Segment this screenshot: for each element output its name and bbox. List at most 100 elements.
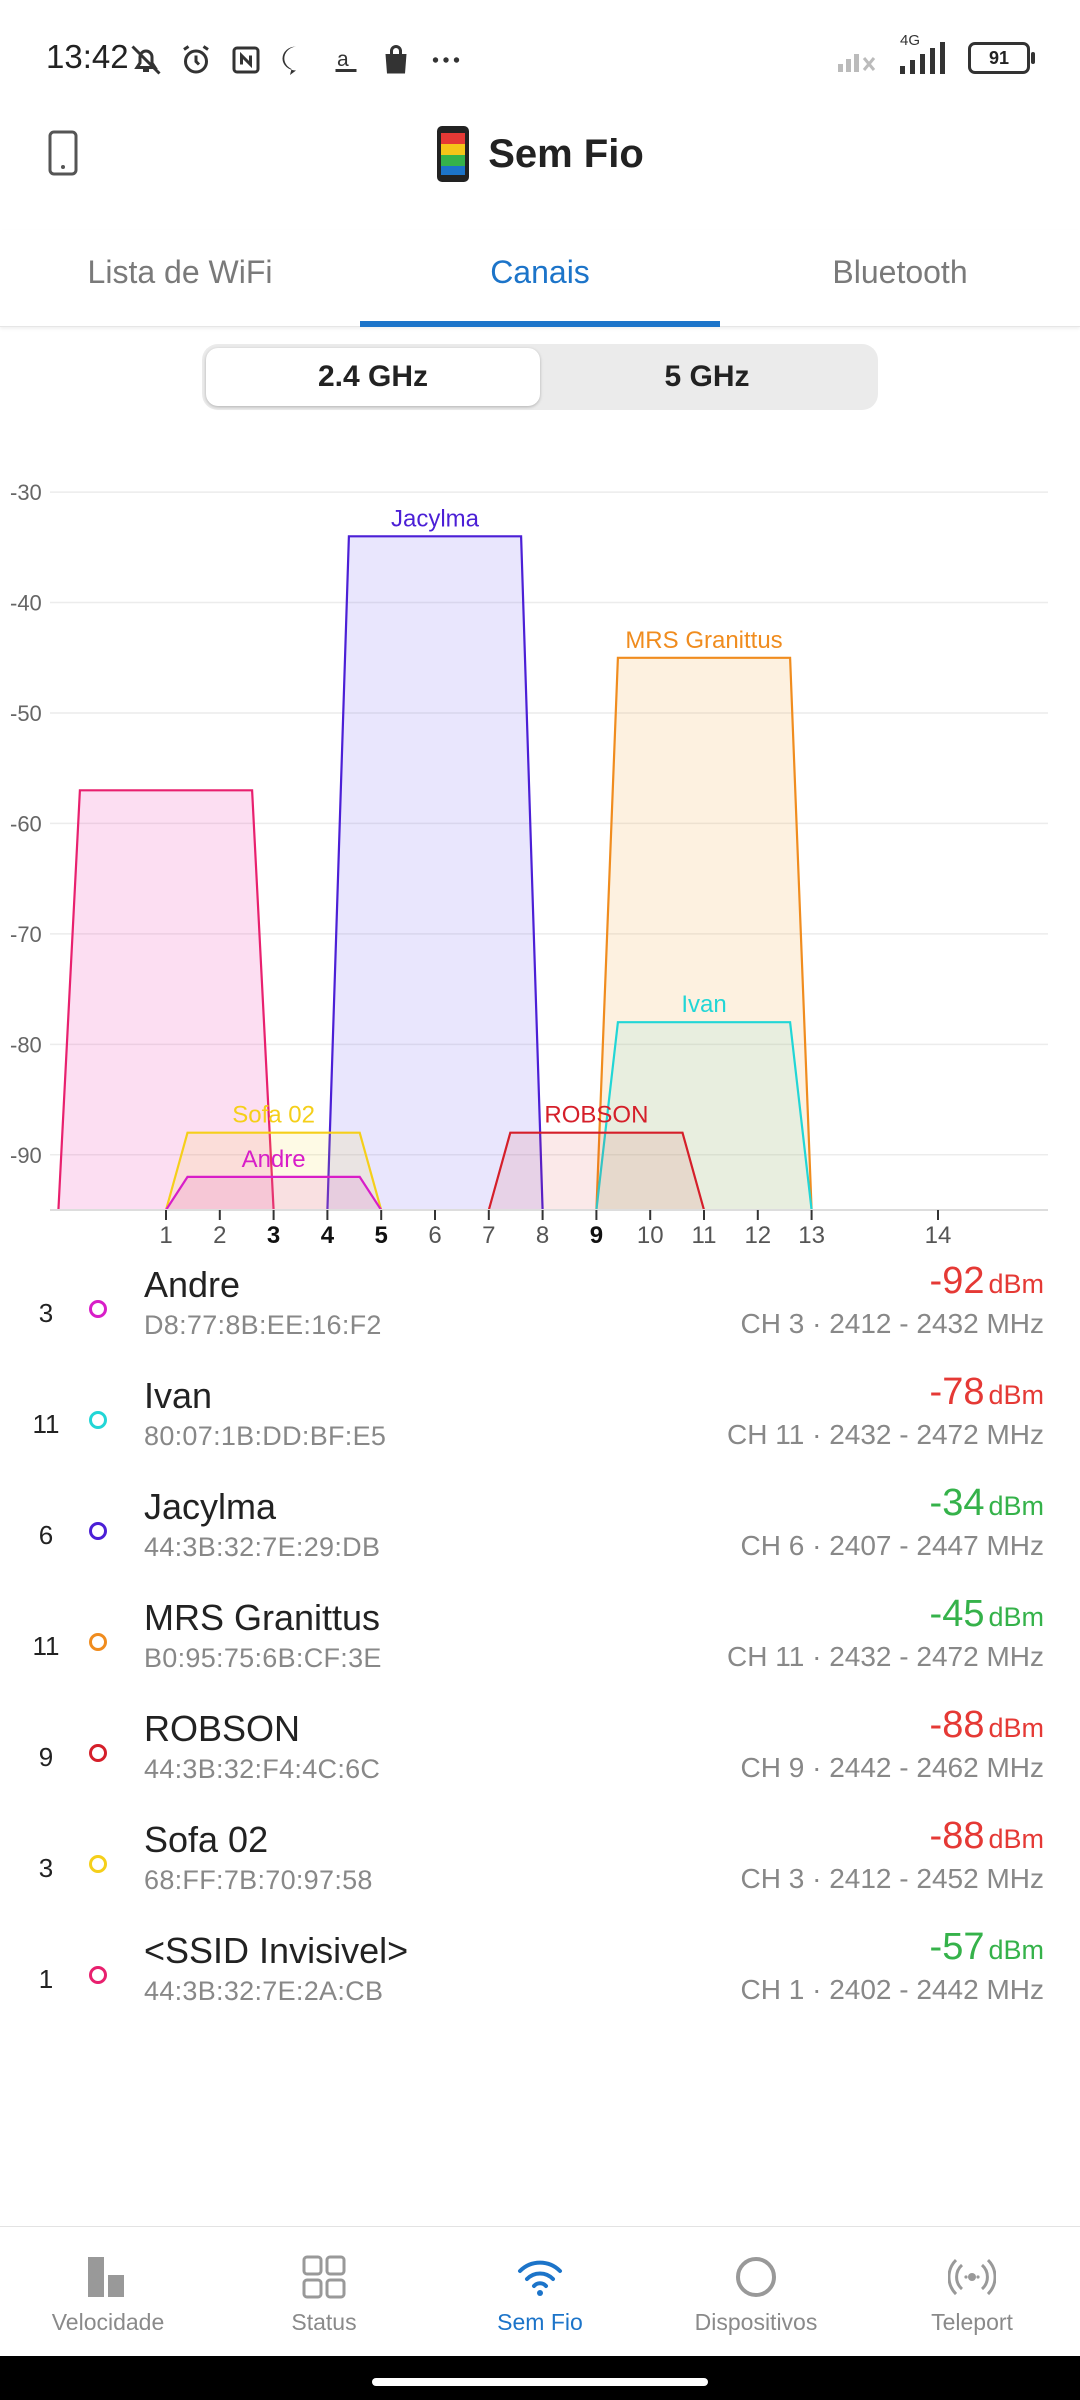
- channel-number: 9: [38, 1742, 54, 1772]
- battery-level: 91: [988, 48, 1010, 68]
- tab-wifi-list[interactable]: Lista de WiFi: [87, 254, 273, 290]
- signal-strength: -78 dBm: [930, 1371, 1044, 1414]
- network-mac: 44:3B:32:7E:2A:CB: [144, 1976, 384, 2006]
- nav-devices[interactable]: Dispositivos: [648, 2227, 864, 2357]
- nav-status[interactable]: Status: [216, 2227, 432, 2357]
- band-toggle: 2.4 GHz 5 GHz: [202, 344, 878, 410]
- band-2-4ghz-button[interactable]: 2.4 GHz: [206, 348, 540, 406]
- signal-value: -88: [929, 1704, 985, 1746]
- x-tick-label: 10: [637, 1222, 664, 1249]
- grid-icon: [302, 2255, 346, 2299]
- y-tick-label: -30: [10, 480, 42, 505]
- nav-wireless[interactable]: Sem Fio: [432, 2227, 648, 2357]
- network-ssid: Jacylma: [144, 1486, 277, 1527]
- signal-unit: dBm: [988, 1269, 1044, 1299]
- system-icons: 4G 91: [836, 32, 1035, 76]
- list-item[interactable]: 6 Jacylma 44:3B:32:7E:29:DB -34 dBm CH 6 · 24…: [0, 1482, 1080, 1593]
- list-item[interactable]: 11 Ivan 80:07:1B:DD:BF:E5 -78 dBm CH 11 · 243…: [0, 1371, 1080, 1482]
- network-area-mrs-granittus: [595, 656, 813, 1211]
- network-mac: 68:FF:7B:70:97:58: [144, 1865, 373, 1895]
- alarm-icon: [183, 45, 209, 74]
- network-area-ivan: [595, 1021, 813, 1211]
- x-tick-label: 8: [536, 1222, 549, 1249]
- device-icon[interactable]: [48, 130, 78, 176]
- x-tick-label: 2: [213, 1222, 226, 1249]
- mobile-signal-icon: 4G: [896, 32, 952, 76]
- signal-unit: dBm: [988, 1713, 1044, 1743]
- teleport-icon: [948, 2258, 996, 2296]
- network-color-dot: [89, 1522, 107, 1540]
- list-item[interactable]: 11 MRS Granittus B0:95:75:6B:CF:3E -45 dBm CH…: [0, 1593, 1080, 1704]
- list-item[interactable]: 1 <SSID Invisivel> 44:3B:32:7E:2A:CB -57 dBm…: [0, 1926, 1080, 2037]
- signal-unit: dBm: [988, 1824, 1044, 1854]
- network-area-sofa-02: [164, 1131, 383, 1211]
- tab-channels[interactable]: Canais: [360, 230, 720, 327]
- wifi-icon: [518, 2260, 562, 2296]
- signal-value: -88: [929, 1815, 985, 1857]
- nav-teleport[interactable]: Teleport: [864, 2227, 1080, 2357]
- tab-bar: Lista de WiFi Canais Bluetooth: [0, 230, 1080, 327]
- status-time: 13:42: [46, 38, 129, 75]
- signal-unit: dBm: [988, 1380, 1044, 1410]
- svg-text:a: a: [337, 48, 349, 71]
- series-label: MRS Granittus: [625, 627, 782, 654]
- nav-label: Teleport: [931, 2309, 1013, 2335]
- channel-info: CH 9 · 2442 - 2462 MHz: [740, 1752, 1044, 1783]
- channel-info: CH 6 · 2407 - 2447 MHz: [740, 1530, 1044, 1561]
- network-ssid: ROBSON: [144, 1708, 301, 1749]
- list-item[interactable]: 3 Andre D8:77:8B:EE:16:F2 -92 dBm CH 3 · 2412…: [0, 1260, 1080, 1371]
- more-dots-icon: [432, 57, 460, 63]
- channel-info: CH 1 · 2402 - 2442 MHz: [740, 1974, 1044, 2005]
- x-tick-label: 12: [744, 1222, 771, 1249]
- x-tick-label: 11: [692, 1222, 717, 1249]
- signal-strength: -34 dBm: [930, 1482, 1044, 1525]
- status-bar: 13:42 a 4G 91: [0, 0, 1080, 120]
- nav-label: Dispositivos: [694, 2309, 818, 2335]
- series-label: Ivan: [681, 991, 726, 1018]
- channel-chart: -30 -40 -50 -60 -70 -80 -90 Jacylma MRS Granittu…: [10, 480, 1048, 1249]
- channel-info: CH 11 · 2432 - 2472 MHz: [727, 1419, 1044, 1450]
- signal-value: -45: [929, 1593, 985, 1635]
- signal-strength: -45 dBm: [930, 1593, 1044, 1636]
- nav-label: Status: [291, 2309, 357, 2335]
- home-gesture-handle[interactable]: [372, 2378, 708, 2386]
- x-tick-label: 3: [267, 1222, 280, 1249]
- channel-number: 6: [38, 1520, 54, 1550]
- signal-strength: -92 dBm: [930, 1260, 1044, 1303]
- series-label: ROBSON: [544, 1102, 648, 1129]
- network-color-dot: [89, 1300, 107, 1318]
- x-tick-label: 9: [590, 1222, 603, 1249]
- signal-off-icon: [838, 54, 876, 72]
- x-tick-label: 14: [925, 1222, 952, 1249]
- x-tick-label: 4: [321, 1222, 335, 1249]
- channel-number: 11: [32, 1409, 60, 1439]
- tab-bluetooth[interactable]: Bluetooth: [832, 254, 968, 290]
- page-title: Sem Fio: [488, 131, 644, 176]
- chat-icon: [282, 46, 296, 75]
- channel-number: 11: [32, 1631, 60, 1661]
- muted-bell-icon: [131, 45, 161, 75]
- network-ssid: Andre: [144, 1264, 241, 1305]
- signal-strength: -57 dBm: [930, 1926, 1044, 1969]
- band-5ghz-button[interactable]: 5 GHz: [664, 360, 750, 393]
- y-tick-label: -80: [10, 1032, 42, 1057]
- network-color-dot: [89, 1411, 107, 1429]
- signal-unit: dBm: [988, 1491, 1044, 1521]
- nfc-icon: [232, 46, 260, 74]
- network-color-dot: [89, 1855, 107, 1873]
- signal-unit: dBm: [988, 1602, 1044, 1632]
- signal-value: -78: [929, 1371, 985, 1413]
- list-item[interactable]: 9 ROBSON 44:3B:32:F4:4C:6C -88 dBm CH 9 · 244…: [0, 1704, 1080, 1815]
- network-color-dot: [89, 1744, 107, 1762]
- signal-value: -34: [929, 1482, 985, 1524]
- y-tick-label: -90: [10, 1143, 42, 1168]
- network-mac: D8:77:8B:EE:16:F2: [144, 1310, 382, 1340]
- network-ssid: Ivan: [144, 1375, 213, 1416]
- channel-number: 3: [38, 1298, 54, 1328]
- list-item[interactable]: 3 Sofa 02 68:FF:7B:70:97:58 -88 dBm CH 3 · 24…: [0, 1815, 1080, 1926]
- network-list: 3 Andre D8:77:8B:EE:16:F2 -92 dBm CH 3 · 2412…: [0, 1260, 1080, 2037]
- network-area-robson: [487, 1131, 706, 1211]
- nav-speed[interactable]: Velocidade: [0, 2227, 216, 2357]
- network-color-dot: [89, 1966, 107, 1984]
- nav-label: Sem Fio: [497, 2309, 583, 2335]
